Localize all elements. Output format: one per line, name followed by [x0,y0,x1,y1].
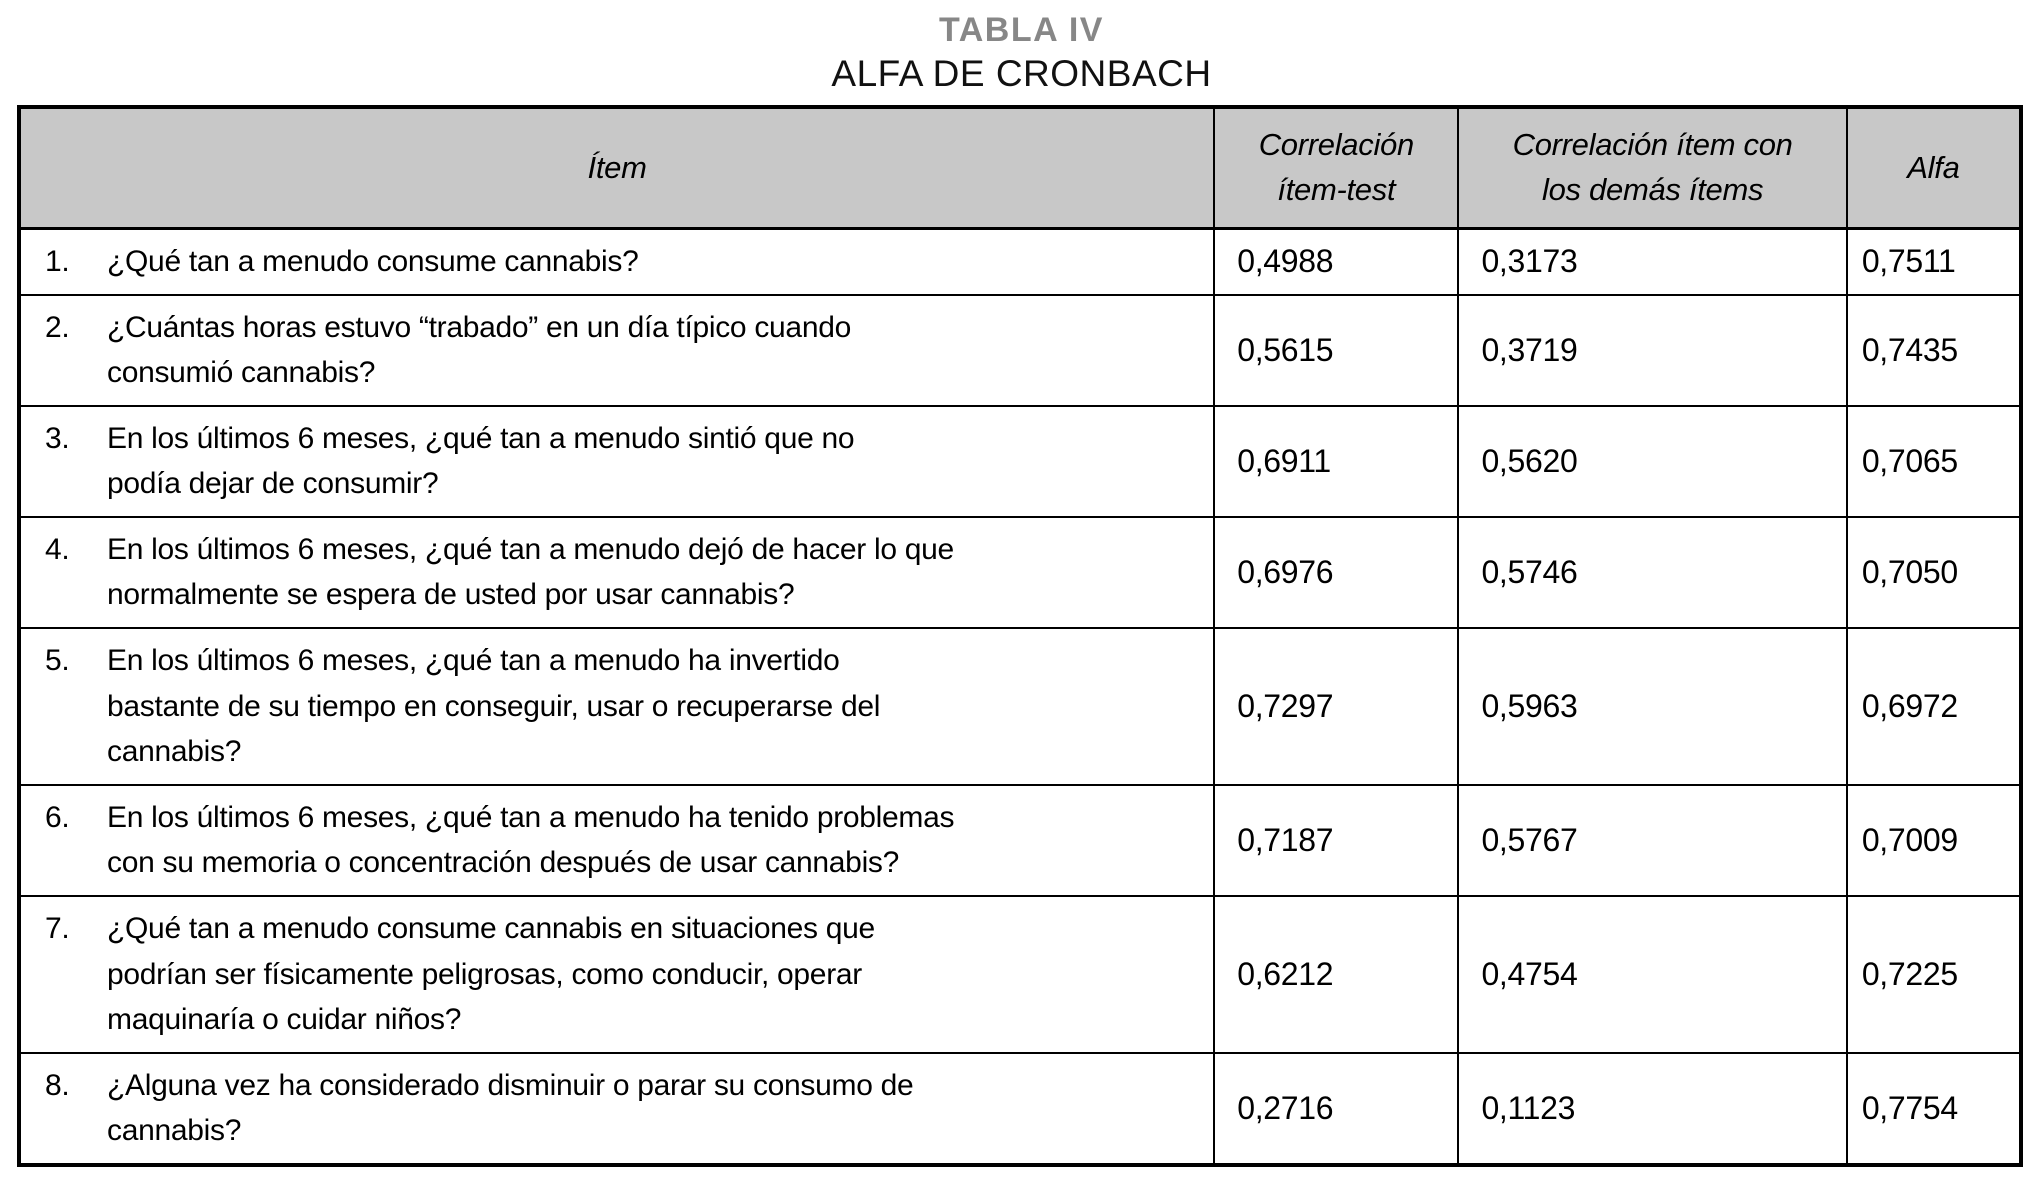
item-question-text: ¿Cuántas horas estuvo “trabado” en un dí… [107,310,851,390]
correlacion-item-test-value: 0,6911 [1213,404,1460,518]
table-caption: TABLA IV ALFA DE CRONBACH [0,0,2043,97]
correlacion-item-test-value: 0,7187 [1213,783,1460,898]
correlacion-item-test-value: 0,6976 [1213,515,1460,630]
item-question-text: ¿Qué tan a menudo consume cannabis? [107,244,639,278]
alfa-value: 0,7511 [1845,227,2023,296]
alfa-value: 0,7050 [1845,515,2023,630]
item-question-cell: 8. ¿Alguna vez ha considerado disminuir … [17,1051,1216,1167]
table-row: 5. En los últimos 6 meses, ¿qué tan a me… [17,627,2023,786]
correlacion-item-resto-value: 0,5963 [1457,627,1848,786]
table-row: 3. En los últimos 6 meses, ¿qué tan a me… [17,404,2023,518]
correlacion-item-resto-value: 0,5620 [1457,404,1848,518]
item-number: 2. [45,310,70,344]
correlacion-item-resto-value: 0,1123 [1457,1051,1848,1167]
header-item: Ítem [17,106,1216,230]
item-number: 6. [45,800,70,834]
item-number: 4. [45,532,70,566]
item-question-text: ¿Qué tan a menudo consume cannabis en si… [107,912,875,1037]
correlacion-item-resto-value: 0,3719 [1457,293,1848,407]
correlacion-item-test-value: 0,4988 [1213,227,1460,296]
header-alfa: Alfa [1845,106,2023,230]
cronbach-alpha-table: Ítem Correlación ítem-test Correlación í… [17,105,2023,1168]
item-number: 7. [45,912,70,946]
item-number: 5. [45,644,70,678]
correlacion-item-resto-value: 0,5746 [1457,515,1848,630]
item-number: 1. [45,244,70,278]
table-row: 4. En los últimos 6 meses, ¿qué tan a me… [17,515,2023,630]
item-number: 8. [45,1068,70,1102]
correlacion-item-resto-value: 0,4754 [1457,895,1848,1054]
header-correlacion-item-resto: Correlación ítem con los demás ítems [1457,106,1848,230]
item-question-text: En los últimos 6 meses, ¿qué tan a menud… [107,532,954,612]
item-question-cell: 4. En los últimos 6 meses, ¿qué tan a me… [17,515,1216,630]
item-question-text: En los últimos 6 meses, ¿qué tan a menud… [107,644,881,769]
alfa-value: 0,6972 [1845,627,2023,786]
header-correlacion-item-test: Correlación ítem-test [1213,106,1460,230]
table-body: 1. ¿Qué tan a menudo consume cannabis? 0… [17,227,2023,1167]
alfa-value: 0,7754 [1845,1051,2023,1167]
item-question-text: En los últimos 6 meses, ¿qué tan a menud… [107,800,955,880]
table-title: TABLA IV [939,11,1104,49]
item-question-cell: 6. En los últimos 6 meses, ¿qué tan a me… [17,783,1216,898]
table-row: 7. ¿Qué tan a menudo consume cannabis en… [17,895,2023,1054]
item-question-cell: 3. En los últimos 6 meses, ¿qué tan a me… [17,404,1216,518]
table-row: 6. En los últimos 6 meses, ¿qué tan a me… [17,783,2023,898]
item-question-cell: 7. ¿Qué tan a menudo consume cannabis en… [17,895,1216,1054]
table-row: 2. ¿Cuántas horas estuvo “trabado” en un… [17,293,2023,407]
item-question-text: En los últimos 6 meses, ¿qué tan a menud… [107,421,855,501]
correlacion-item-test-value: 0,6212 [1213,895,1460,1054]
table-subtitle: ALFA DE CRONBACH [831,52,1212,94]
correlacion-item-test-value: 0,7297 [1213,627,1460,786]
alfa-value: 0,7225 [1845,895,2023,1054]
item-question-cell: 1. ¿Qué tan a menudo consume cannabis? [17,227,1216,296]
alfa-value: 0,7435 [1845,293,2023,407]
item-question-cell: 5. En los últimos 6 meses, ¿qué tan a me… [17,627,1216,786]
correlacion-item-test-value: 0,2716 [1213,1051,1460,1167]
item-question-cell: 2. ¿Cuántas horas estuvo “trabado” en un… [17,293,1216,407]
table-row: 8. ¿Alguna vez ha considerado disminuir … [17,1051,2023,1167]
table-row: 1. ¿Qué tan a menudo consume cannabis? 0… [17,227,2023,296]
correlacion-item-resto-value: 0,5767 [1457,783,1848,898]
item-number: 3. [45,421,70,455]
correlacion-item-test-value: 0,5615 [1213,293,1460,407]
alfa-value: 0,7065 [1845,404,2023,518]
item-question-text: ¿Alguna vez ha considerado disminuir o p… [107,1068,914,1148]
correlacion-item-resto-value: 0,3173 [1457,227,1848,296]
alfa-value: 0,7009 [1845,783,2023,898]
table-header-row: Ítem Correlación ítem-test Correlación í… [17,106,2023,230]
